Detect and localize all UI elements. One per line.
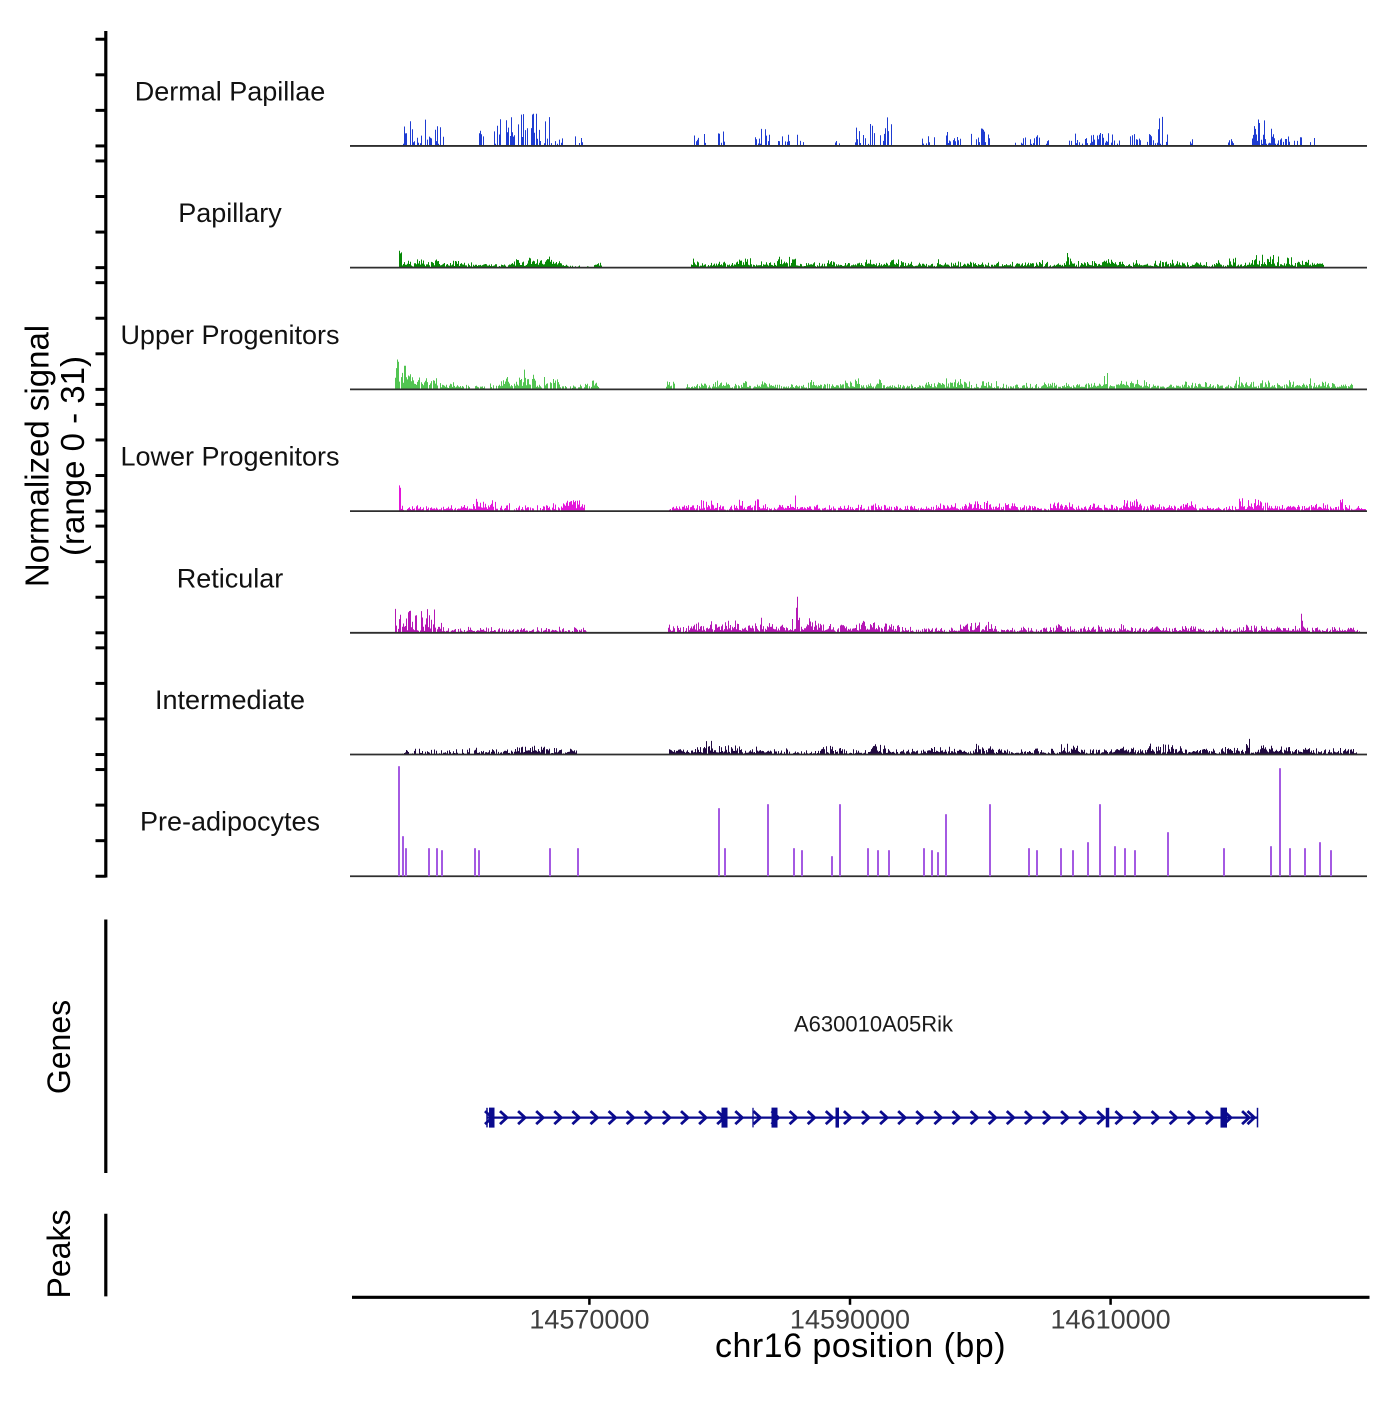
svg-text:chr16 position (bp): chr16 position (bp) (715, 1327, 1006, 1365)
svg-text:Pre-adipocytes: Pre-adipocytes (140, 807, 320, 837)
svg-text:14610000: 14610000 (1051, 1305, 1171, 1335)
svg-text:Reticular: Reticular (177, 563, 284, 593)
svg-text:Lower Progenitors: Lower Progenitors (120, 442, 339, 472)
svg-text:14570000: 14570000 (529, 1305, 649, 1335)
svg-text:Papillary: Papillary (178, 198, 282, 228)
svg-text:Peaks: Peaks (41, 1210, 77, 1299)
svg-text:Normalized signal: Normalized signal (19, 325, 56, 587)
svg-text:Upper Progenitors: Upper Progenitors (120, 320, 339, 350)
svg-text:(range 0 - 31): (range 0 - 31) (54, 356, 91, 556)
svg-text:Intermediate: Intermediate (155, 685, 305, 715)
svg-text:Dermal Papillae: Dermal Papillae (135, 76, 326, 106)
svg-text:A630010A05Rik: A630010A05Rik (794, 1012, 954, 1037)
svg-text:Genes: Genes (41, 1000, 77, 1094)
svg-text:14590000: 14590000 (790, 1305, 910, 1335)
